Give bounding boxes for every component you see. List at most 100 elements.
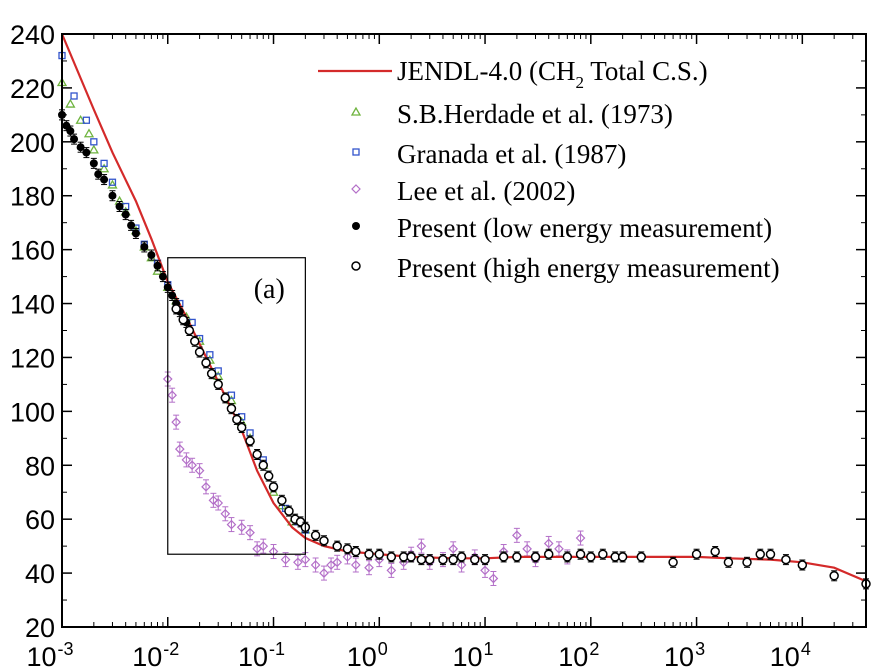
data-point — [65, 98, 76, 108]
data-point — [100, 175, 109, 184]
legend: JENDL-4.0 (CH2 Total C.S.) S.B.Herdade et… — [318, 56, 780, 283]
data-point — [691, 549, 702, 559]
data-point — [258, 460, 269, 471]
data-point — [755, 549, 765, 559]
data-point — [781, 554, 791, 565]
data-point — [742, 557, 752, 568]
data-point — [480, 554, 490, 565]
series-present_high — [171, 303, 871, 590]
x-tick-exponent: 2 — [589, 639, 599, 659]
data-point — [194, 347, 205, 357]
data-point — [554, 543, 564, 554]
data-point — [268, 482, 279, 492]
data-point — [171, 417, 181, 427]
data-point — [284, 506, 294, 516]
data-point — [167, 390, 177, 401]
data-point — [543, 538, 554, 549]
legend-label: Granada et al. (1987) — [397, 139, 626, 169]
y-tick-label: 140 — [10, 290, 55, 320]
data-point — [598, 549, 608, 559]
data-point — [158, 272, 167, 281]
legend-label: Present (high energy measurement) — [397, 253, 780, 283]
legend-swatch-marker — [351, 184, 361, 194]
data-point — [201, 481, 211, 492]
legend-label-part: Total C.S.) — [584, 56, 708, 86]
data-point — [386, 552, 397, 562]
data-point — [252, 449, 262, 460]
data-point — [829, 571, 839, 581]
data-point — [512, 530, 522, 541]
data-point — [543, 549, 554, 559]
data-point — [213, 498, 224, 508]
data-point — [310, 560, 321, 570]
data-point — [374, 549, 385, 559]
data-point — [512, 552, 522, 562]
x-tick-label: 100 — [347, 639, 388, 670]
data-point — [332, 557, 343, 568]
data-point — [100, 159, 108, 168]
x-tick-exponent: 0 — [378, 639, 388, 659]
data-point — [220, 508, 231, 519]
data-point — [121, 210, 130, 219]
legend-label-subscript: 2 — [575, 73, 584, 92]
data-point — [498, 552, 509, 562]
x-tick-label: 10-1 — [238, 639, 285, 670]
y-tick-label: 240 — [10, 20, 55, 50]
data-point — [293, 557, 303, 568]
data-point — [66, 127, 75, 136]
data-point — [710, 546, 720, 557]
x-tick-label: 102 — [558, 639, 599, 670]
legend-label: S.B.Herdade et al. (1973) — [397, 99, 673, 129]
data-point — [82, 116, 91, 124]
data-point — [245, 436, 255, 446]
data-point — [98, 163, 110, 173]
data-point — [319, 535, 329, 546]
data-point — [168, 291, 177, 300]
data-point — [236, 522, 247, 533]
data-point — [586, 552, 596, 562]
x-tick-exponent: -2 — [163, 639, 179, 659]
data-point — [131, 229, 140, 238]
x-tick-label: 101 — [453, 639, 494, 670]
data-point — [232, 414, 242, 425]
data-point — [220, 393, 231, 403]
legend-swatch-marker — [351, 261, 361, 271]
y-tick-label: 120 — [10, 343, 55, 373]
data-point — [342, 544, 353, 554]
x-tick-label: 10-3 — [26, 639, 73, 670]
data-point — [530, 552, 541, 562]
data-point — [190, 336, 200, 347]
data-point — [208, 495, 219, 506]
data-point — [617, 552, 628, 562]
data-point — [108, 178, 117, 186]
data-point — [480, 565, 490, 576]
data-point — [424, 554, 435, 565]
x-tick-label: 103 — [664, 639, 705, 670]
data-point — [310, 530, 321, 541]
data-point — [140, 242, 149, 251]
data-point — [226, 403, 237, 414]
y-tick-labels: 20 40 60 80 100 120 140 160 180 200 220 240 — [10, 20, 55, 643]
legend-label: Present (low energy measurement) — [397, 213, 772, 243]
y-tick-label: 20 — [25, 613, 55, 643]
legend-swatch-marker — [352, 148, 360, 156]
x-tick-exponent: -1 — [269, 639, 285, 659]
data-point — [364, 549, 374, 559]
legend-label: JENDL-4.0 (CH2 Total C.S.) — [397, 56, 708, 92]
data-point — [184, 325, 195, 336]
data-point — [201, 358, 211, 368]
data-point — [108, 191, 117, 200]
data-point — [575, 549, 586, 559]
data-point — [398, 557, 409, 568]
data-point — [636, 552, 647, 562]
data-point — [319, 568, 329, 578]
data-point — [258, 541, 269, 551]
x-tick-exponent: 3 — [695, 639, 705, 659]
data-point — [153, 261, 162, 270]
data-point — [448, 543, 459, 554]
data-point — [82, 148, 91, 157]
data-point — [171, 304, 181, 314]
x-tick-exponent: 1 — [484, 639, 494, 659]
series-herdade — [56, 77, 311, 534]
